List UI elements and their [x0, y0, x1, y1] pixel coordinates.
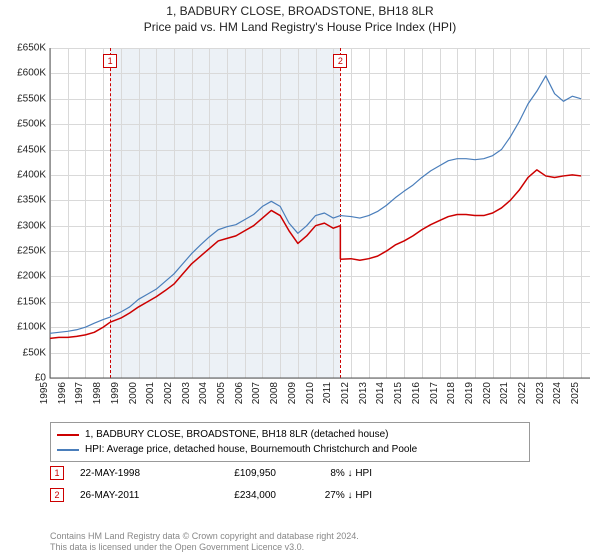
- y-tick-label: £600K: [17, 68, 46, 79]
- series-property-price: [50, 322, 110, 338]
- legend: 1, BADBURY CLOSE, BROADSTONE, BH18 8LR (…: [50, 422, 530, 462]
- sale-marker-1: 1: [50, 466, 64, 480]
- sale-date-2: 26-MAY-2011: [80, 490, 180, 501]
- y-tick-label: £200K: [17, 271, 46, 282]
- footnote: Contains HM Land Registry data © Crown c…: [50, 531, 359, 554]
- series-hpi-bournemouth: [50, 76, 581, 333]
- x-tick-label: 2024: [552, 382, 563, 404]
- x-tick-label: 2003: [181, 382, 192, 404]
- x-tick-label: 2016: [411, 382, 422, 404]
- y-tick-label: £550K: [17, 93, 46, 104]
- x-tick-label: 2007: [251, 382, 262, 404]
- x-tick-label: 2011: [323, 382, 334, 404]
- legend-swatch-hpi: [57, 449, 79, 451]
- sale-diff-1: 8% ↓ HPI: [292, 468, 372, 479]
- footnote-line2: This data is licensed under the Open Gov…: [50, 542, 359, 554]
- x-tick-label: 1995: [39, 382, 50, 404]
- x-tick-label: 2014: [375, 382, 386, 404]
- y-tick-label: £400K: [17, 169, 46, 180]
- x-tick-label: 2001: [145, 382, 156, 404]
- x-tick-label: 2010: [304, 382, 315, 404]
- y-tick-label: £100K: [17, 322, 46, 333]
- y-tick-label: £650K: [17, 43, 46, 54]
- x-tick-label: 2019: [464, 382, 475, 404]
- y-tick-label: £50K: [23, 347, 46, 358]
- x-tick-label: 2005: [216, 382, 227, 404]
- x-tick-label: 2017: [428, 382, 439, 404]
- title-subtitle: Price paid vs. HM Land Registry's House …: [0, 20, 600, 34]
- sale-row-2: 2 26-MAY-2011 £234,000 27% ↓ HPI: [50, 484, 570, 506]
- chart-title-block: 1, BADBURY CLOSE, BROADSTONE, BH18 8LR P…: [0, 0, 600, 34]
- x-tick-label: 2002: [163, 382, 174, 404]
- legend-swatch-property: [57, 434, 79, 436]
- x-tick-label: 2020: [481, 382, 492, 404]
- sales-list: 1 22-MAY-1998 £109,950 8% ↓ HPI 2 26-MAY…: [50, 462, 570, 506]
- x-tick-label: 2004: [198, 382, 209, 404]
- sale-price-1: £109,950: [196, 468, 276, 479]
- legend-label-property: 1, BADBURY CLOSE, BROADSTONE, BH18 8LR (…: [85, 427, 388, 442]
- x-tick-label: 2013: [358, 382, 369, 404]
- sale-row-1: 1 22-MAY-1998 £109,950 8% ↓ HPI: [50, 462, 570, 484]
- x-tick-label: 1997: [74, 382, 85, 404]
- sale-diff-2: 27% ↓ HPI: [292, 490, 372, 501]
- x-tick-label: 1998: [92, 382, 103, 404]
- x-tick-label: 1996: [57, 382, 68, 404]
- chart-svg: [50, 48, 590, 378]
- y-tick-label: £500K: [17, 119, 46, 130]
- legend-item-property: 1, BADBURY CLOSE, BROADSTONE, BH18 8LR (…: [57, 427, 523, 442]
- x-tick-label: 2022: [517, 382, 528, 404]
- y-tick-label: £300K: [17, 220, 46, 231]
- y-tick-label: £150K: [17, 296, 46, 307]
- title-address: 1, BADBURY CLOSE, BROADSTONE, BH18 8LR: [0, 4, 600, 18]
- x-tick-label: 2009: [287, 382, 298, 404]
- x-tick-label: 2025: [570, 382, 581, 404]
- footnote-line1: Contains HM Land Registry data © Crown c…: [50, 531, 359, 543]
- legend-item-hpi: HPI: Average price, detached house, Bour…: [57, 442, 523, 457]
- series-property-price: [340, 170, 581, 260]
- y-tick-label: £250K: [17, 246, 46, 257]
- x-tick-label: 1999: [110, 382, 121, 404]
- chart-plot-area: £0£50K£100K£150K£200K£250K£300K£350K£400…: [50, 48, 590, 378]
- x-tick-label: 2021: [499, 382, 510, 404]
- sale-date-1: 22-MAY-1998: [80, 468, 180, 479]
- sale-price-2: £234,000: [196, 490, 276, 501]
- y-tick-label: £350K: [17, 195, 46, 206]
- sale-marker-2: 2: [50, 488, 64, 502]
- x-tick-label: 2023: [535, 382, 546, 404]
- x-tick-label: 2006: [234, 382, 245, 404]
- x-tick-label: 2015: [393, 382, 404, 404]
- legend-label-hpi: HPI: Average price, detached house, Bour…: [85, 442, 417, 457]
- x-tick-label: 2008: [269, 382, 280, 404]
- x-tick-label: 2000: [127, 382, 138, 404]
- x-tick-label: 2018: [446, 382, 457, 404]
- y-tick-label: £450K: [17, 144, 46, 155]
- x-tick-label: 2012: [340, 382, 351, 404]
